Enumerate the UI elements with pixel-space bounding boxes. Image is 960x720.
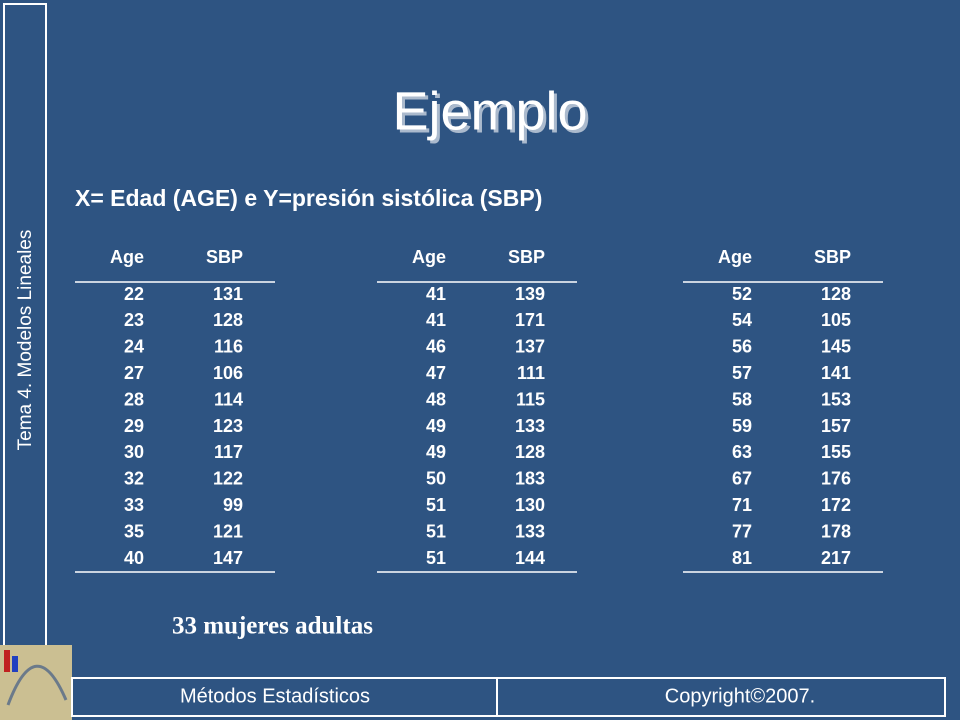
table-cell: 40 [124,548,144,568]
table-cell: 51 [426,548,446,568]
table-cell: 46 [426,337,446,357]
table-cell: 48 [426,389,446,409]
table-cell: 58 [732,389,752,409]
table-cell: 105 [821,310,851,330]
footer-left: Métodos Estadísticos [180,685,370,707]
table-header: Age [412,247,446,267]
table-cell: 217 [821,548,851,568]
table-cell: 128 [213,310,243,330]
table-cell: 147 [213,548,243,568]
table-cell: 29 [124,416,144,436]
table-cell: 41 [426,310,446,330]
table-cell: 117 [214,442,243,462]
table-cell: 115 [516,389,545,409]
table-cell: 77 [732,521,752,541]
logo-bar [12,656,18,672]
table-cell: 144 [515,548,545,568]
table-cell: 111 [517,363,545,383]
table-cell: 145 [821,337,851,357]
table-cell: 50 [426,469,446,489]
table-cell: 28 [124,389,144,409]
table-cell: 30 [124,442,144,462]
table-cell: 41 [426,284,446,304]
sidebar-text: Tema 4. Modelos Lineales [15,230,36,451]
table-cell: 63 [732,442,752,462]
table-cell: 116 [214,337,243,357]
table-cell: 137 [515,337,545,357]
table-cell: 52 [732,284,752,304]
table-cell: 35 [124,521,144,541]
table-cell: 133 [515,521,545,541]
table-cell: 171 [515,310,545,330]
footer-frame [71,677,946,717]
logo-arc [6,664,68,706]
table-cell: 121 [213,521,243,541]
table-header: SBP [206,247,243,267]
table-cell: 155 [821,442,851,462]
table-header: Age [110,247,144,267]
table-cell: 123 [213,416,243,436]
table-cell: 141 [821,363,851,383]
table-cell: 139 [515,284,545,304]
table-cell: 23 [124,310,144,330]
subtitle: X= Edad (AGE) e Y=presión sistólica (SBP… [75,185,542,211]
table-cell: 81 [732,548,752,568]
table-cell: 51 [426,521,446,541]
table-cell: 130 [515,495,545,515]
table-cell: 24 [124,337,144,357]
title: Ejemplo [392,81,587,141]
table-cell: 71 [732,495,752,515]
table-cell: 59 [732,416,752,436]
table-header: Age [718,247,752,267]
footer-right: Copyright©2007. [665,685,815,707]
table-cell: 183 [515,469,545,489]
table-header: SBP [814,247,851,267]
table-cell: 22 [124,284,144,304]
logo [0,645,72,720]
table-cell: 172 [821,495,851,515]
table-cell: 178 [821,521,851,541]
table-cell: 54 [732,310,752,330]
table-cell: 47 [426,363,446,383]
table-cell: 131 [213,284,243,304]
table-cell: 27 [124,363,144,383]
title-shadow: Ejemplo [395,84,590,144]
logo-bar [4,650,10,672]
logo-bg [0,645,72,720]
table-cell: 176 [821,469,851,489]
table-cell: 133 [515,416,545,436]
table-cell: 128 [821,284,851,304]
table-cell: 56 [732,337,752,357]
table-cell: 157 [821,416,851,436]
note: 33 mujeres adultas [172,613,373,640]
table-cell: 49 [426,416,446,436]
tables: Age SBP 22 131 23 128 24 116 27 106 28 114 29 123 30 11… [75,247,883,573]
table-cell: 51 [426,495,446,515]
table-cell: 114 [214,389,243,409]
table-cell: 67 [732,469,752,489]
table-cell: 49 [426,442,446,462]
table-cell: 153 [821,389,851,409]
table-cell: 32 [124,469,144,489]
table-cell: 99 [223,495,243,515]
table-cell: 57 [732,363,752,383]
table-cell: 106 [213,363,243,383]
table-header: SBP [508,247,545,267]
table-cell: 128 [515,442,545,462]
table-cell: 33 [124,495,144,515]
table-cell: 122 [213,469,243,489]
